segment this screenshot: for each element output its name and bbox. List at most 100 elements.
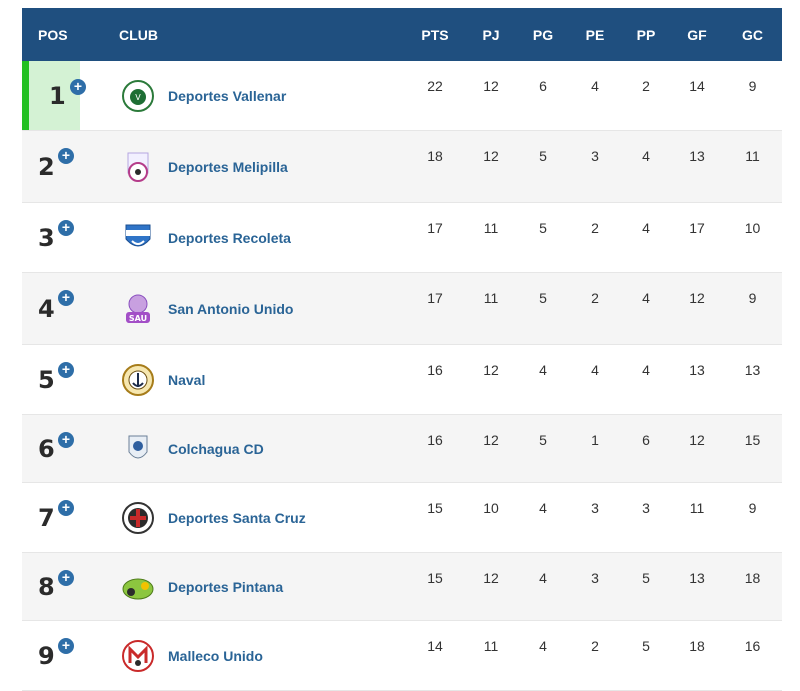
stat-pj: 11 xyxy=(483,220,499,236)
stat-pe: 3 xyxy=(591,500,599,516)
stat-pe: 2 xyxy=(591,220,599,236)
expand-plus-icon[interactable]: + xyxy=(58,220,74,236)
deportes-pintana-crest-icon xyxy=(120,569,156,605)
stat-pg: 4 xyxy=(539,638,547,654)
position-number: 8 xyxy=(38,572,55,601)
club-cell: V Deportes Vallenar xyxy=(80,61,405,130)
stat-gf: 12 xyxy=(689,290,705,306)
stat-pe: 3 xyxy=(591,570,599,586)
club-cell: SAU San Antonio Unido xyxy=(80,273,405,344)
expand-plus-icon[interactable]: + xyxy=(58,500,74,516)
stat-pp: 4 xyxy=(642,362,650,378)
table-row: 3 + Deportes Recoleta 17 11 5 2 4 17 10 xyxy=(22,203,782,273)
stat-pe: 2 xyxy=(591,290,599,306)
club-name-link[interactable]: Deportes Pintana xyxy=(168,578,284,595)
standings-table: POS CLUB PTS PJ PG PE PP GF GC 1 + V Deport… xyxy=(22,8,782,691)
naval-crest-icon xyxy=(120,362,156,398)
table-row: 6 + Colchagua CD 16 12 5 1 6 12 15 xyxy=(22,415,782,483)
club-name-link[interactable]: Deportes Santa Cruz xyxy=(168,509,306,526)
stat-pts: 15 xyxy=(427,570,443,586)
stat-pj: 10 xyxy=(483,500,499,516)
club-cell: Deportes Recoleta xyxy=(80,203,405,272)
position-number: 1 xyxy=(49,81,66,110)
stat-gc: 16 xyxy=(744,638,761,654)
club-name-link[interactable]: Naval xyxy=(168,371,206,388)
deportes-melipilla-crest-icon xyxy=(120,149,156,185)
expand-plus-icon[interactable]: + xyxy=(58,148,74,164)
stat-pp: 4 xyxy=(642,290,650,306)
header-pe: PE xyxy=(585,26,605,43)
expand-plus-icon[interactable]: + xyxy=(58,362,74,378)
expand-plus-icon[interactable]: + xyxy=(58,570,74,586)
stat-gf: 13 xyxy=(689,362,705,378)
san-antonio-unido-crest-icon: SAU xyxy=(120,291,156,327)
stat-pp: 3 xyxy=(642,500,650,516)
stat-gc: 18 xyxy=(744,570,761,586)
position-cell: 4 + xyxy=(22,273,80,344)
stat-pj: 12 xyxy=(483,362,499,378)
deportes-recoleta-crest-icon xyxy=(120,220,156,256)
stat-pg: 6 xyxy=(539,78,547,94)
stat-pp: 5 xyxy=(642,570,650,586)
header-pj: PJ xyxy=(482,26,500,43)
svg-text:V: V xyxy=(135,93,141,102)
stat-gc: 9 xyxy=(748,290,757,306)
table-row: 4 + SAU San Antonio Unido 17 11 5 2 4 12 9 xyxy=(22,273,782,345)
stat-pe: 4 xyxy=(591,362,599,378)
table-row: 2 + Deportes Melipilla 18 12 5 3 4 13 11 xyxy=(22,131,782,203)
deportes-santa-cruz-crest-icon xyxy=(120,500,156,536)
colchagua-crest-icon xyxy=(120,431,156,467)
position-number: 9 xyxy=(38,641,55,670)
position-number: 6 xyxy=(38,434,55,463)
stat-gf: 12 xyxy=(689,432,705,448)
club-name-link[interactable]: Deportes Melipilla xyxy=(168,158,288,175)
club-cell: Colchagua CD xyxy=(80,415,405,482)
position-number: 4 xyxy=(38,294,55,323)
stat-gf: 14 xyxy=(689,78,705,94)
expand-plus-icon[interactable]: + xyxy=(58,432,74,448)
position-cell: 7 + xyxy=(22,483,80,552)
stat-pg: 5 xyxy=(539,290,547,306)
stat-pp: 5 xyxy=(642,638,650,654)
club-cell: Deportes Pintana xyxy=(80,553,405,620)
position-number: 2 xyxy=(38,152,55,181)
club-name-link[interactable]: Deportes Vallenar xyxy=(168,87,287,104)
position-cell: 3 + xyxy=(22,203,80,272)
table-row: 9 + Malleco Unido 14 11 4 2 5 18 16 xyxy=(22,621,782,691)
stat-pp: 2 xyxy=(642,78,650,94)
header-club: CLUB xyxy=(119,26,158,43)
stat-pts: 16 xyxy=(427,432,443,448)
stat-gf: 13 xyxy=(689,570,705,586)
club-name-link[interactable]: Deportes Recoleta xyxy=(168,229,291,246)
club-name-link[interactable]: San Antonio Unido xyxy=(168,300,294,317)
stat-gc: 10 xyxy=(744,220,761,236)
stat-pj: 12 xyxy=(483,78,499,94)
stat-gf: 18 xyxy=(689,638,705,654)
position-cell: 5 + xyxy=(22,345,80,414)
position-cell: 1 + xyxy=(22,61,86,130)
expand-plus-icon[interactable]: + xyxy=(70,79,86,95)
stat-pts: 17 xyxy=(427,220,443,236)
club-cell: Naval xyxy=(80,345,405,414)
stat-pg: 4 xyxy=(539,500,547,516)
stat-pts: 16 xyxy=(427,362,443,378)
expand-plus-icon[interactable]: + xyxy=(58,290,74,306)
header-gf: GF xyxy=(687,26,707,43)
position-number: 7 xyxy=(38,503,55,532)
position-cell: 6 + xyxy=(22,415,80,482)
position-number: 3 xyxy=(38,223,55,252)
club-name-link[interactable]: Colchagua CD xyxy=(168,440,264,457)
stat-pe: 1 xyxy=(591,432,599,448)
stat-pp: 6 xyxy=(642,432,650,448)
stat-pts: 22 xyxy=(427,78,443,94)
stat-pg: 4 xyxy=(539,362,547,378)
expand-plus-icon[interactable]: + xyxy=(58,638,74,654)
header-gc: GC xyxy=(742,26,763,43)
club-name-link[interactable]: Malleco Unido xyxy=(168,647,263,664)
stat-pp: 4 xyxy=(642,148,650,164)
stat-pts: 15 xyxy=(427,500,443,516)
header-pts: PTS xyxy=(421,26,449,43)
position-cell: 8 + xyxy=(22,553,80,620)
stat-pg: 5 xyxy=(539,148,547,164)
position-number: 5 xyxy=(38,365,55,394)
